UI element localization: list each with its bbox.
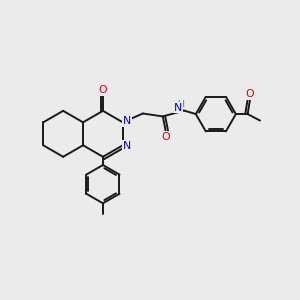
Text: O: O xyxy=(99,85,107,95)
Text: O: O xyxy=(246,89,254,99)
Text: H: H xyxy=(178,100,184,109)
Text: O: O xyxy=(161,132,170,142)
Text: N: N xyxy=(122,116,131,126)
Text: N: N xyxy=(122,141,131,151)
Text: N: N xyxy=(173,103,182,112)
